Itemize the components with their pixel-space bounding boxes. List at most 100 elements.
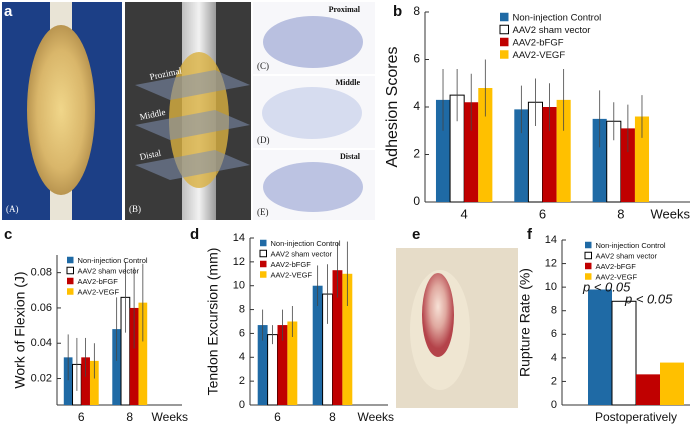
legend-swatch bbox=[260, 239, 267, 247]
legend-label: Non-injection Control bbox=[596, 241, 666, 250]
legend-swatch bbox=[584, 251, 592, 260]
bar bbox=[257, 325, 268, 405]
legend-label: AAV2-VEGF bbox=[78, 287, 120, 296]
legend-label: AAV2-VEGF bbox=[513, 50, 566, 61]
annotation: p < 0.05 bbox=[624, 291, 673, 306]
legend-swatch bbox=[259, 249, 267, 258]
panel-label: d bbox=[190, 226, 199, 243]
legend-swatch bbox=[585, 241, 592, 249]
tissue bbox=[27, 25, 95, 195]
x-tick-label: 8 bbox=[617, 206, 624, 221]
legend-label: AAV2 sham vector bbox=[78, 266, 140, 275]
y-axis-label: Tendon Excursion (mm) bbox=[205, 248, 221, 396]
legend-label: AAV2-bFGF bbox=[596, 262, 637, 271]
subpanel-label: (B) bbox=[129, 204, 141, 214]
panel-label: c bbox=[4, 226, 12, 243]
y-tick-label: 10 bbox=[233, 280, 245, 292]
legend-swatch bbox=[585, 273, 592, 280]
x-axis-label: Weeks bbox=[358, 410, 394, 424]
section-title: Middle bbox=[336, 78, 361, 87]
bar bbox=[332, 270, 343, 405]
y-tick-label: 0 bbox=[239, 399, 245, 411]
x-tick-label: 6 bbox=[78, 410, 85, 424]
y-axis-label: Adhesion Scores bbox=[384, 47, 401, 168]
panel-a: Prozimal Middle Distal Proximal Middle D… bbox=[2, 2, 375, 220]
y-tick-label: 4 bbox=[239, 351, 245, 363]
chart: f 0 2 4 6 8 10 12 14 Rupture Rate (%) Postoperativ… bbox=[517, 226, 690, 424]
section-title: Proximal bbox=[329, 5, 361, 14]
x-axis-label: Weeks bbox=[651, 206, 691, 221]
plane bbox=[135, 150, 250, 180]
subpanel-label: (D) bbox=[257, 135, 270, 145]
bar bbox=[620, 128, 635, 202]
y-tick-label: 8 bbox=[239, 303, 245, 315]
bar bbox=[63, 357, 73, 405]
x-tick-label: 8 bbox=[329, 410, 336, 424]
bar bbox=[81, 357, 90, 405]
legend-swatch bbox=[67, 277, 74, 285]
chart: d 0 2 4 6 8 10 12 14 Tendon Excursion (mm) 6 8 Weeks… bbox=[190, 226, 394, 424]
x-tick-label: 6 bbox=[274, 410, 281, 424]
y-axis-label: Work of Flexion (J) bbox=[12, 271, 28, 388]
legend-label: AAV2 sham vector bbox=[596, 251, 658, 260]
bar bbox=[138, 302, 148, 405]
bar bbox=[464, 102, 479, 202]
panel-label: f bbox=[527, 226, 533, 243]
bar bbox=[660, 362, 684, 405]
section bbox=[263, 162, 363, 212]
y-tick-label: 2 bbox=[239, 375, 245, 387]
bar bbox=[636, 374, 660, 405]
annotation: p < 0.05 bbox=[582, 279, 631, 294]
legend-swatch bbox=[67, 256, 74, 264]
x-tick-label: Postoperatively bbox=[595, 410, 677, 424]
legend-swatch bbox=[260, 271, 267, 278]
bar bbox=[588, 289, 612, 405]
legend-swatch bbox=[66, 266, 74, 275]
bar bbox=[514, 109, 529, 202]
y-tick-label: 4 bbox=[413, 99, 420, 113]
bar bbox=[478, 88, 493, 202]
y-tick-label: 6 bbox=[413, 52, 420, 66]
bar bbox=[89, 360, 99, 405]
panel-label: a bbox=[4, 3, 13, 20]
y-tick-label: 8 bbox=[413, 4, 420, 18]
bar bbox=[277, 325, 288, 405]
legend-swatch bbox=[500, 50, 509, 59]
legend-label: Non-injection Control bbox=[513, 13, 602, 24]
legend-swatch bbox=[500, 12, 509, 22]
y-tick-label: 0.04 bbox=[31, 337, 52, 349]
y-tick-label: 12 bbox=[545, 257, 557, 269]
bar bbox=[112, 329, 122, 405]
x-tick-label: 6 bbox=[539, 206, 546, 221]
bar bbox=[435, 99, 451, 202]
legend-swatch bbox=[260, 260, 267, 268]
panel-label: b bbox=[393, 3, 402, 20]
y-tick-label: 14 bbox=[545, 234, 557, 246]
legend-swatch bbox=[499, 24, 509, 35]
bar bbox=[542, 107, 557, 202]
level-label: Distal bbox=[139, 148, 163, 162]
bar bbox=[312, 285, 323, 405]
y-tick-label: 0 bbox=[413, 194, 420, 208]
y-tick-label: 0 bbox=[551, 399, 557, 411]
legend-label: AAV2-VEGF bbox=[596, 272, 638, 281]
bar bbox=[287, 321, 298, 405]
legend-label: AAV2-VEGF bbox=[271, 270, 313, 279]
legend-label: Non-injection Control bbox=[271, 239, 341, 248]
panel-label: e bbox=[412, 226, 420, 243]
section bbox=[262, 87, 362, 139]
legend-label: AAV2 sham vector bbox=[271, 249, 333, 258]
y-tick-label: 6 bbox=[239, 327, 245, 339]
section-title: Distal bbox=[340, 152, 361, 161]
bar bbox=[556, 99, 571, 202]
y-tick-label: 0.06 bbox=[31, 302, 52, 314]
y-tick-label: 2 bbox=[551, 375, 557, 387]
bar bbox=[129, 307, 139, 405]
legend-swatch bbox=[500, 37, 509, 47]
legend-label: AAV2-bFGF bbox=[513, 38, 564, 49]
y-tick-label: 2 bbox=[413, 147, 420, 161]
x-tick-label: 8 bbox=[126, 410, 133, 424]
y-tick-label: 0.08 bbox=[31, 267, 52, 279]
y-tick-label: 0.02 bbox=[31, 372, 52, 384]
